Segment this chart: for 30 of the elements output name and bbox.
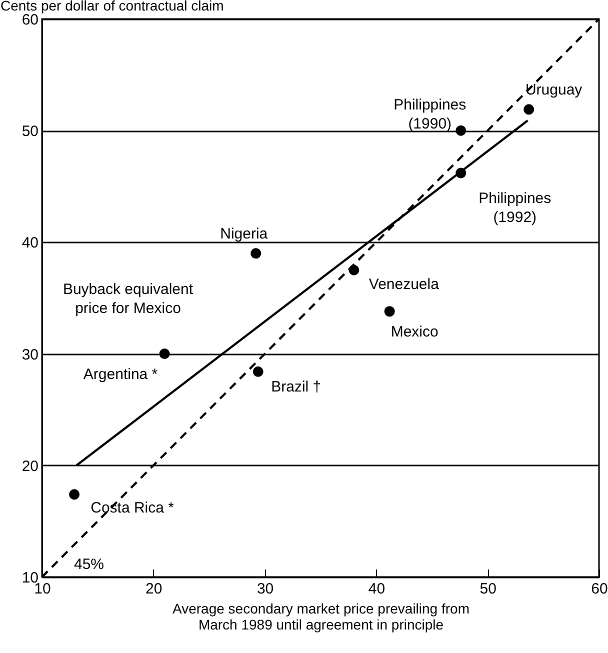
- point: [159, 348, 170, 360]
- annotation: Argentina *: [83, 366, 158, 383]
- x-tick-label: 20: [146, 580, 162, 598]
- x-tick-label: 50: [480, 580, 496, 598]
- x-tick-label: 40: [368, 580, 386, 598]
- x-tick-label: 30: [256, 580, 274, 598]
- y-tick-label: 60: [22, 12, 38, 28]
- annotation: Costa Rica *: [90, 499, 174, 516]
- point: [456, 125, 466, 136]
- y-tick-label: 40: [22, 234, 38, 252]
- y-axis-title: Cents per dollar of contractual claim: [0, 0, 224, 14]
- annotation: Mexico: [390, 323, 438, 340]
- y-tick-label: 20: [22, 458, 38, 475]
- annotation: Brazil †: [271, 378, 322, 396]
- annotation: Venezuela: [368, 276, 440, 294]
- point: [69, 489, 80, 500]
- annotation: Uruguay: [525, 81, 583, 98]
- y-tick-label: 50: [22, 123, 38, 140]
- annotation: Nigeria: [220, 225, 268, 242]
- annotation: Philippines (1990): [394, 96, 466, 133]
- annotation: 45%: [74, 556, 104, 573]
- annotation: Philippines (1992): [478, 190, 552, 226]
- x-axis-title: Average secondary market price prevailing from March 1989 until agreement in principle: [172, 600, 470, 632]
- point: [250, 248, 262, 259]
- annotation: Buyback equivalent price for Mexico: [62, 281, 194, 317]
- point: [384, 306, 395, 317]
- y-tick-label: 30: [22, 346, 38, 364]
- point: [524, 104, 534, 115]
- point: [252, 366, 264, 377]
- x-tick-label: 60: [591, 580, 608, 598]
